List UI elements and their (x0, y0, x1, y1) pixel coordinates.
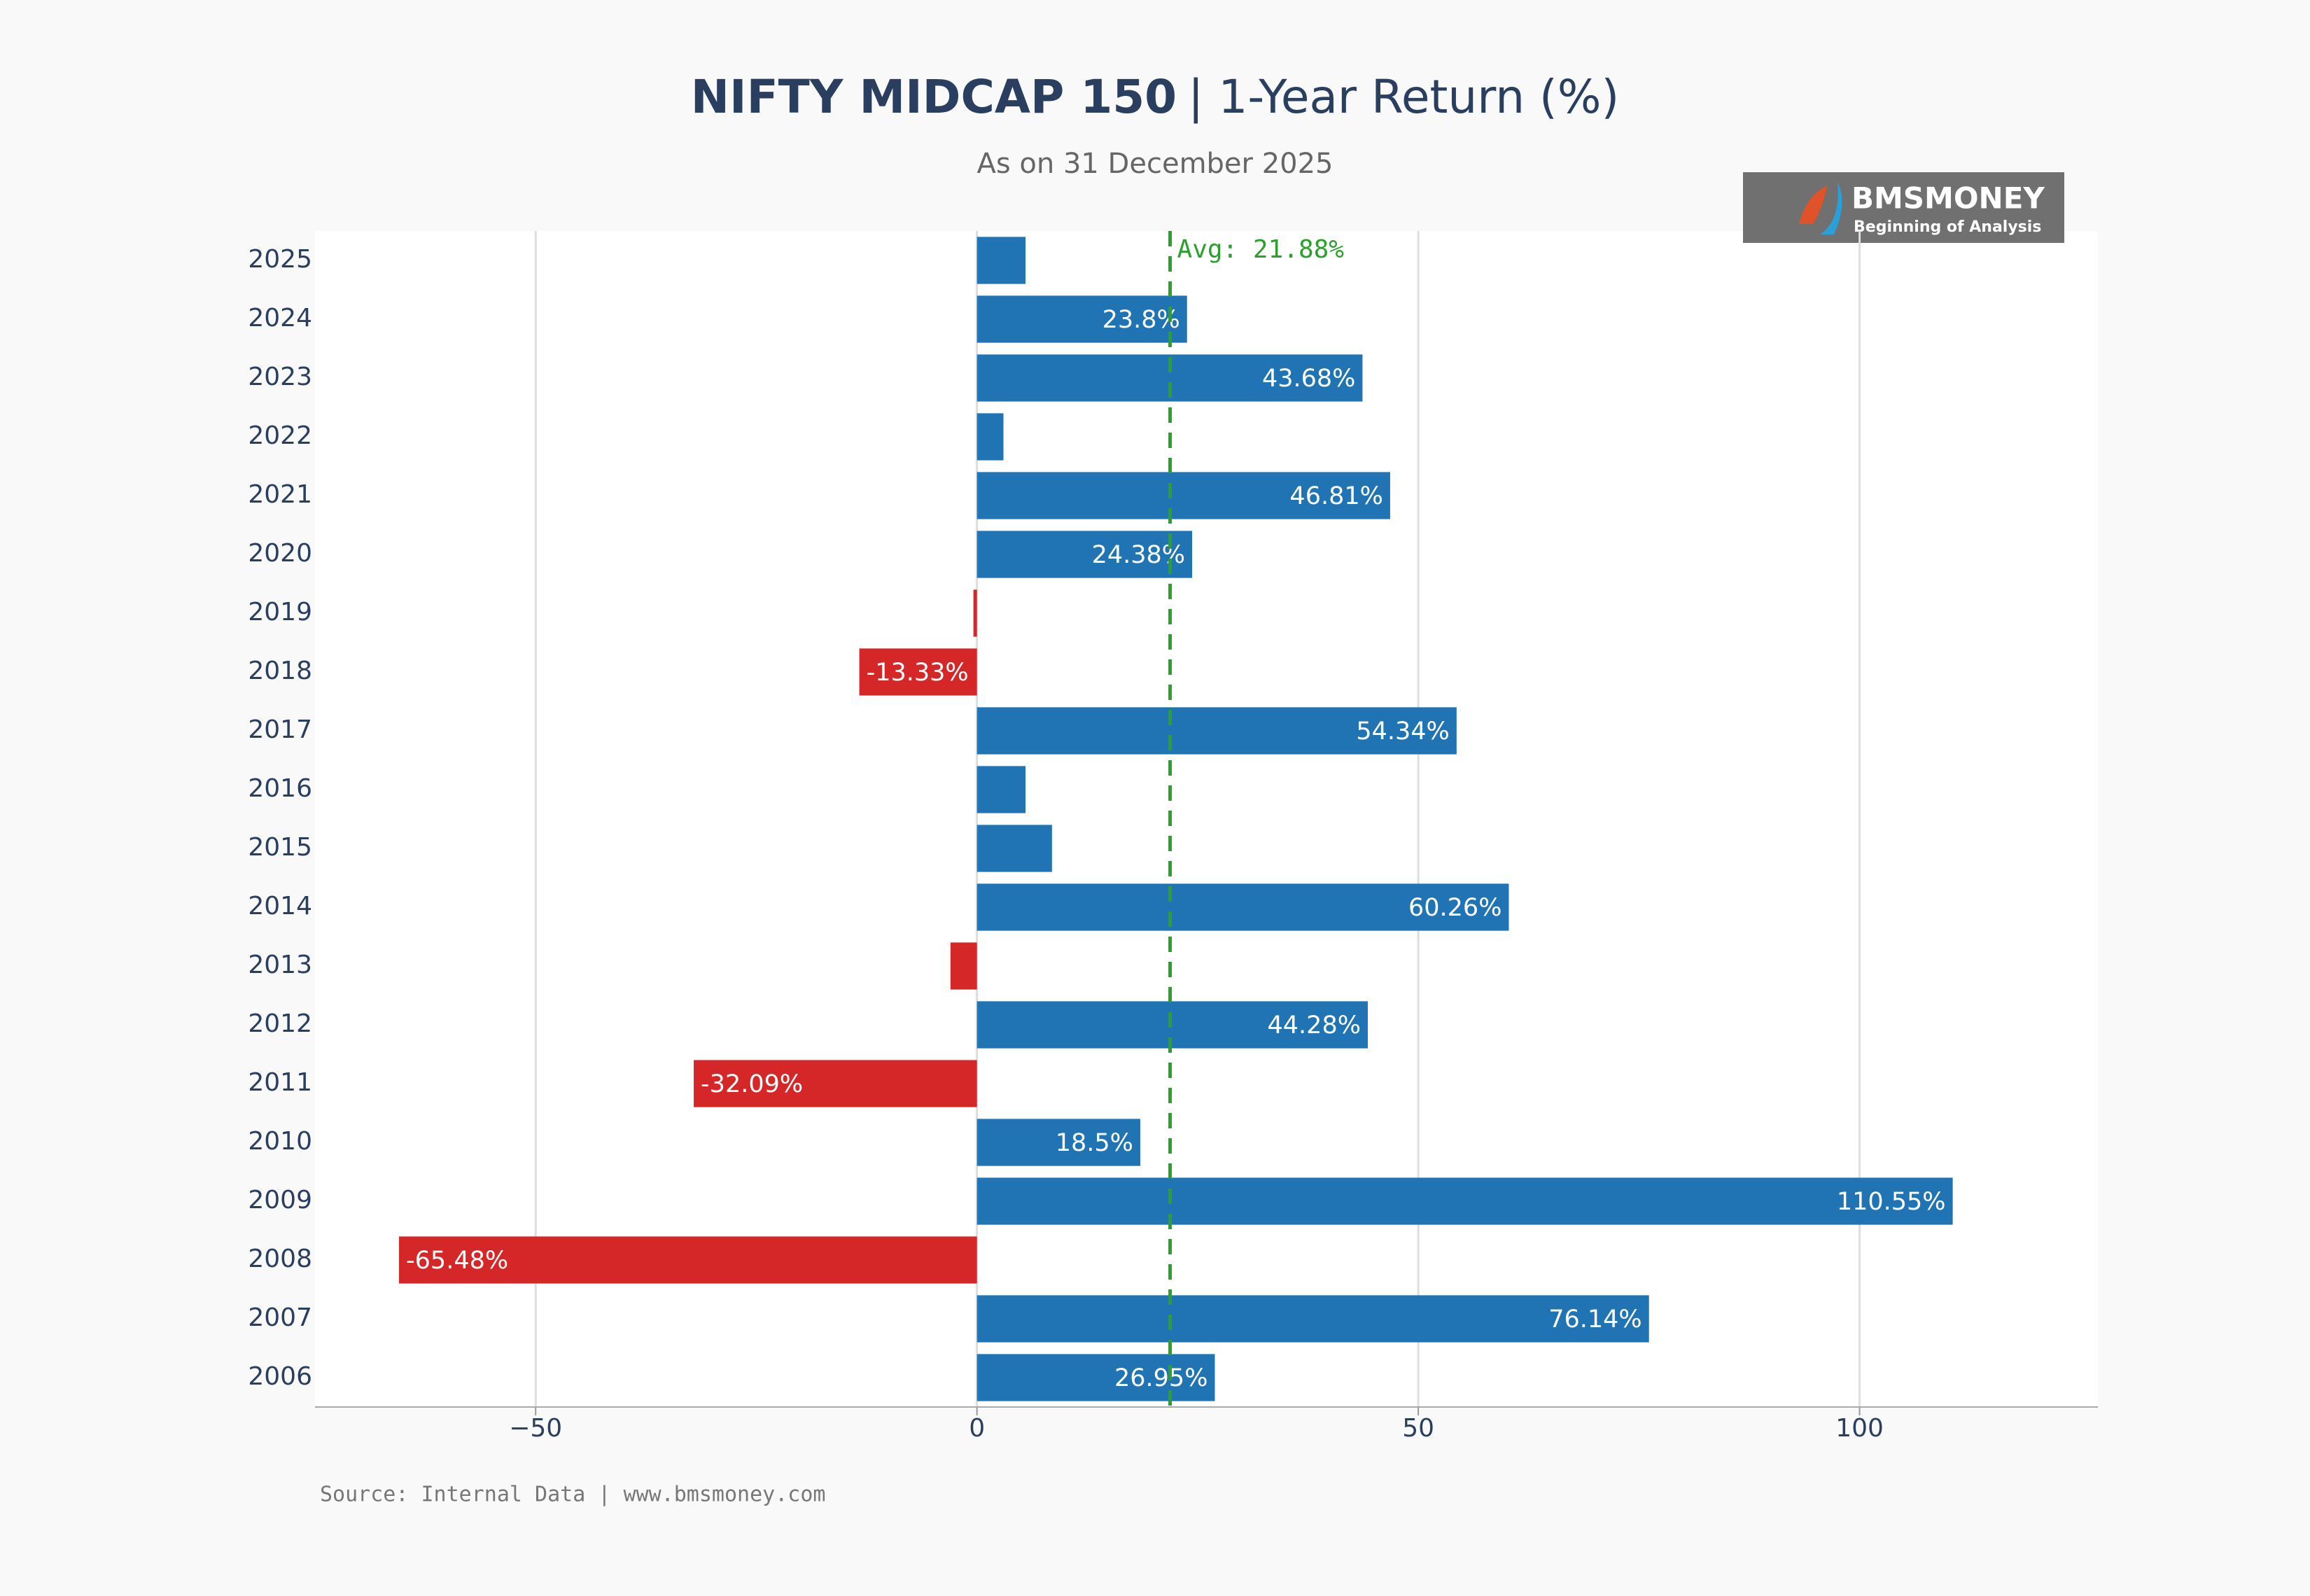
bar (976, 707, 1457, 755)
bar (976, 1354, 1215, 1401)
logo-box (1743, 172, 2064, 243)
bar (976, 472, 1390, 519)
y-tick-label: 2025 (248, 245, 312, 274)
logo-tagline: Beginning of Analysis (1854, 218, 2041, 236)
value-label: 76.14% (1548, 1306, 1642, 1334)
y-tick-label: 2009 (248, 1186, 312, 1214)
value-label: -65.48% (406, 1247, 508, 1275)
y-tick-label: 2023 (248, 363, 312, 391)
logo: BMSMONEY Beginning of Analysis (1743, 172, 2064, 243)
y-tick-label: 2022 (248, 421, 312, 450)
bar (976, 825, 1052, 872)
title-main: NIFTY MIDCAP 150 (691, 70, 1177, 124)
value-label: 18.5% (1056, 1129, 1133, 1157)
y-tick-label: 2019 (248, 598, 312, 626)
bar (976, 766, 1026, 813)
logo-icon (1820, 182, 1842, 234)
y-tick-label: 2010 (248, 1127, 312, 1156)
y-tick-label: 2016 (248, 774, 312, 803)
bar (399, 1236, 977, 1284)
plot-area (315, 231, 2098, 1407)
logo-icon (1799, 186, 1827, 224)
value-label: 44.28% (1268, 1011, 1361, 1040)
value-label: 60.26% (1408, 894, 1502, 922)
value-label: -13.33% (867, 659, 969, 687)
y-tick-label: 2024 (248, 304, 312, 332)
source-note: Source: Internal Data | www.bmsmoney.com (320, 1483, 825, 1507)
value-label: -32.09% (701, 1070, 803, 1098)
y-tick-label: 2006 (248, 1362, 312, 1391)
bar (950, 942, 977, 990)
bar (976, 413, 1004, 461)
bar (976, 1177, 1953, 1225)
x-tick-label: 100 (1835, 1414, 1884, 1443)
bar (976, 237, 1026, 284)
y-tick-label: 2013 (248, 951, 312, 979)
bar (976, 1001, 1368, 1049)
logo-name: BMSMONEY (1851, 181, 2045, 216)
bar (859, 648, 977, 696)
bar (694, 1060, 977, 1107)
y-tick-label: 2014 (248, 892, 312, 920)
chart-subtitle: As on 31 December 2025 (976, 148, 1333, 180)
value-label: 54.34% (1356, 718, 1449, 746)
value-label: 23.8% (1102, 306, 1180, 334)
chart-title: NIFTY MIDCAP 150 | 1-Year Return (%) (691, 70, 1619, 124)
value-label: 46.81% (1289, 482, 1382, 510)
title-suffix: | 1-Year Return (%) (1188, 70, 1619, 124)
x-tick-label: 0 (969, 1414, 985, 1443)
value-label: 26.95% (1114, 1364, 1208, 1392)
value-label: 110.55% (1837, 1188, 1946, 1216)
y-tick-label: 2017 (248, 715, 312, 744)
y-tick-label: 2011 (248, 1068, 312, 1097)
y-tick-label: 2020 (248, 539, 312, 568)
x-tick-label: −50 (509, 1414, 562, 1443)
y-tick-label: 2021 (248, 480, 312, 509)
bar (976, 883, 1509, 931)
bar (976, 295, 1187, 343)
bar (976, 1119, 1140, 1166)
y-tick-label: 2015 (248, 833, 312, 862)
bar (976, 531, 1193, 578)
bar (976, 1295, 1649, 1343)
x-tick-label: 50 (1402, 1414, 1434, 1443)
y-tick-label: 2012 (248, 1009, 312, 1038)
y-tick-label: 2007 (248, 1303, 312, 1332)
y-tick-label: 2018 (248, 657, 312, 685)
value-label: 43.68% (1262, 365, 1355, 393)
bar (973, 589, 977, 637)
y-tick-label: 2008 (248, 1245, 312, 1273)
average-label: Avg: 21.88% (1177, 235, 1345, 264)
